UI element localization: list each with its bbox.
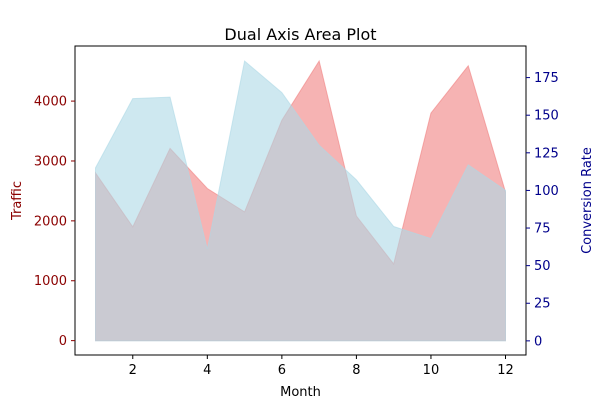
y-right-tick-label: 75 [534,222,551,237]
y-axis-right: 0 25 50 75 100 125 150 175 [526,71,559,349]
y-right-tick-label: 175 [534,71,559,86]
plot-frame [74,45,527,356]
y-left-tick-label: 2000 [34,214,67,229]
y-right-tick-label: 125 [534,146,559,161]
y-right-tick-label: 0 [534,334,542,349]
y-right-tick-label: 25 [534,297,551,312]
x-tick-label: 10 [423,363,440,378]
x-tick-label: 8 [352,363,360,378]
y-left-tick-label: 0 [59,334,67,349]
y-right-tick-label: 50 [534,259,551,274]
x-axis: 2 4 6 8 10 12 [129,355,514,378]
y-left-tick-label: 1000 [34,274,67,289]
y-right-tick-label: 100 [534,184,559,199]
x-tick-label: 4 [203,363,211,378]
plot-areas [95,59,506,342]
x-axis-title: Month [280,385,321,400]
chart-title: Dual Axis Area Plot [224,25,376,44]
x-tick-label: 2 [129,363,137,378]
area-conversion-rate [95,60,506,342]
y-left-tick-label: 4000 [34,95,67,110]
y-right-tick-label: 150 [534,109,559,124]
y-axis-left: 0 1000 2000 3000 4000 [34,95,75,349]
x-tick-label: 6 [278,363,286,378]
y-left-tick-label: 3000 [34,154,67,169]
y-axis-left-title: Traffic [10,181,25,221]
y-axis-right-title: Conversion Rate [580,147,595,254]
x-tick-label: 12 [497,363,514,378]
